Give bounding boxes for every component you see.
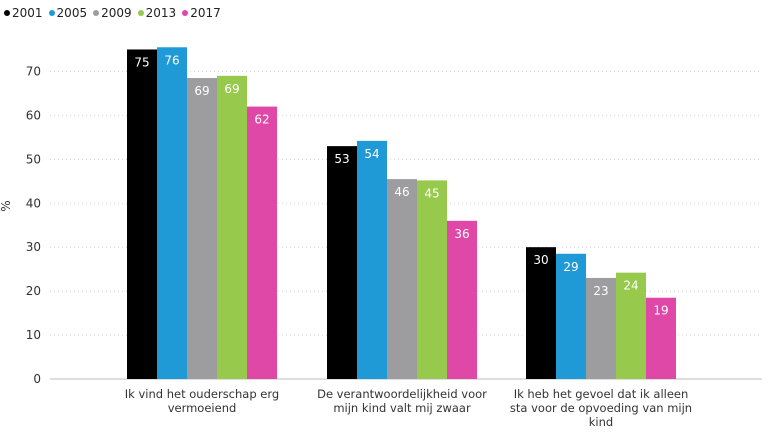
- bar-2009: [187, 78, 217, 379]
- bar-2013: [616, 272, 646, 379]
- x-category-label: mijn kind valt mij zwaar: [333, 401, 471, 415]
- y-tick-label: 60: [26, 108, 41, 122]
- x-category-label: vermoeiend: [168, 401, 237, 415]
- data-label: 36: [454, 227, 469, 241]
- data-label: 24: [623, 279, 638, 293]
- legend-marker: [4, 10, 10, 16]
- legend-label: 2009: [101, 6, 132, 20]
- bar-2005: [357, 140, 387, 379]
- data-label: 29: [563, 260, 578, 274]
- x-category-label: De verantwoordelijkheid voor: [317, 387, 487, 401]
- bar-2013: [217, 75, 247, 380]
- bar-2009: [586, 277, 616, 379]
- data-label: 30: [533, 253, 548, 267]
- legend-item-2013: 2013: [137, 6, 177, 20]
- y-tick-label: 20: [26, 284, 41, 298]
- legend-label: 2017: [190, 6, 221, 20]
- legend-label: 2013: [145, 6, 177, 20]
- legend-label: 2001: [12, 6, 43, 20]
- legend-item-2009: 2009: [93, 6, 132, 20]
- bar-2005: [157, 47, 187, 379]
- y-tick-label: 40: [26, 196, 41, 210]
- legend-marker: [137, 10, 144, 16]
- data-label: 69: [194, 84, 209, 98]
- legend-item-2001: 2001: [4, 6, 43, 20]
- data-label: 76: [164, 53, 179, 67]
- legend-marker: [48, 10, 55, 16]
- y-tick-label: 10: [26, 328, 41, 342]
- legend-marker: [182, 10, 189, 16]
- bar-2013: [417, 180, 447, 379]
- data-label: 19: [653, 304, 668, 318]
- data-label: 62: [254, 113, 269, 127]
- y-tick-label: 70: [26, 64, 41, 78]
- legend-label: 2005: [56, 6, 88, 20]
- data-label: 53: [334, 152, 349, 166]
- x-category-label: Ik heb het gevoel dat ik alleen: [514, 387, 689, 401]
- y-tick-label: 50: [26, 152, 41, 166]
- bar-2001: [327, 146, 357, 379]
- legend: 2001 2005 2009 2013 2017: [4, 6, 221, 20]
- x-category-label: Ik vind het ouderschap erg: [125, 387, 279, 401]
- legend-item-2005: 2005: [48, 6, 88, 20]
- y-tick-label: 0: [33, 372, 41, 386]
- x-category-label: sta voor de opvoeding van mijn: [510, 401, 692, 415]
- bar-2017: [447, 220, 477, 379]
- legend-item-2017: 2017: [182, 6, 221, 20]
- bar-2017: [247, 106, 277, 380]
- bar-2001: [127, 49, 157, 379]
- data-label: 46: [394, 185, 409, 199]
- data-label: 23: [593, 284, 608, 298]
- bar-2009: [387, 179, 417, 379]
- data-label: 45: [424, 186, 439, 200]
- y-tick-label: 30: [26, 240, 41, 254]
- data-label: 69: [224, 82, 239, 96]
- bar-2017: [646, 297, 676, 379]
- y-axis-label: %: [0, 200, 13, 211]
- bar-2005: [556, 253, 586, 379]
- data-label: 54: [364, 147, 379, 161]
- x-category-label: kind: [589, 415, 613, 429]
- data-label: 75: [134, 55, 149, 69]
- bar-2001: [526, 247, 556, 379]
- legend-marker: [93, 10, 100, 16]
